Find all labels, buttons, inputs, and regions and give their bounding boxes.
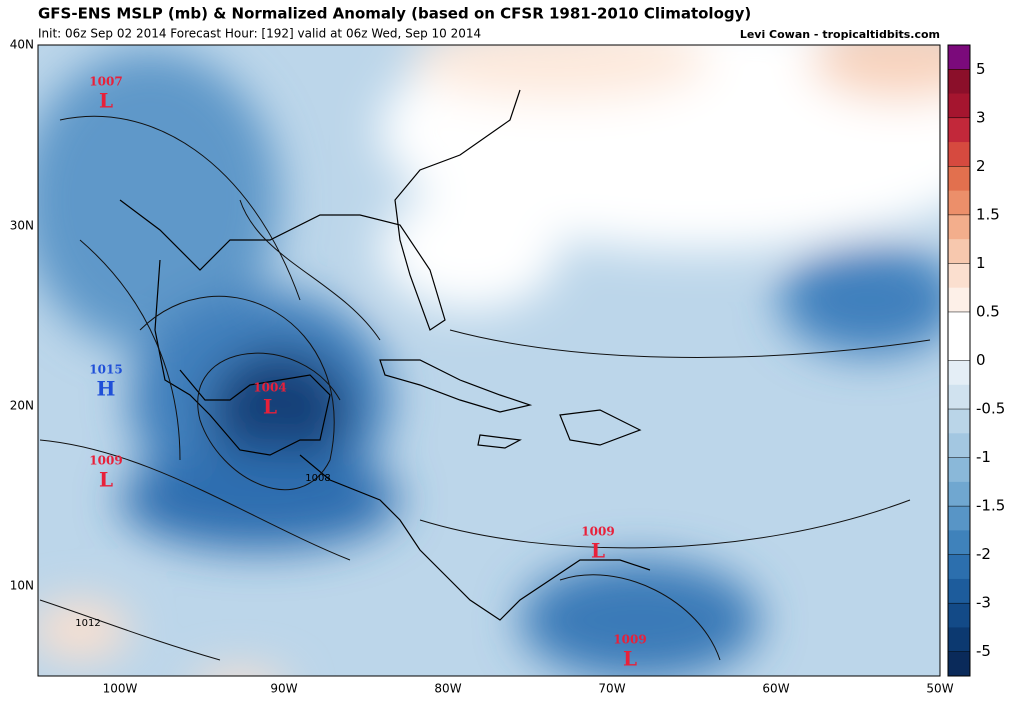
center-letter: L (623, 647, 637, 671)
colorbar-band (948, 481, 970, 507)
lat-label: 20N (10, 399, 34, 413)
colorbar-band (948, 214, 970, 240)
center-value: 1009 (89, 454, 122, 468)
center-value: 1015 (89, 363, 122, 377)
colorbar-band (948, 651, 970, 677)
colorbar-label: 0.5 (976, 302, 1000, 320)
center-letter: L (99, 468, 113, 492)
colorbar-band (948, 142, 970, 167)
contour-label: 1008 (305, 473, 330, 484)
lat-label: 40N (10, 38, 34, 52)
center-value: 1007 (89, 75, 122, 89)
colorbar-label: -0.5 (976, 400, 1005, 418)
colorbar-band (948, 554, 970, 580)
colorbar-label: -1.5 (976, 497, 1005, 515)
title: GFS-ENS MSLP (mb) & Normalized Anomaly (… (38, 5, 751, 23)
lat-label: 30N (10, 219, 34, 233)
colorbar-band (948, 409, 970, 434)
colorbar-label: 1 (976, 254, 986, 272)
colorbar-band (948, 578, 970, 604)
colorbar-band (948, 433, 970, 459)
colorbar-band (948, 311, 970, 337)
colorbar-band (948, 263, 970, 289)
colorbar-label: 1.5 (976, 205, 1000, 223)
colorbar-label: -3 (976, 594, 991, 612)
colorbar-band (948, 69, 970, 95)
colorbar-label: 2 (976, 157, 986, 175)
center-value: 1009 (613, 633, 646, 647)
center-letter: L (591, 539, 605, 563)
colorbar-band (948, 360, 970, 386)
center-value: 1004 (253, 381, 286, 395)
colorbar-band (948, 45, 970, 70)
colorbar-band (948, 384, 970, 410)
lon-label: 60W (762, 682, 789, 696)
colorbar-label: -2 (976, 545, 991, 563)
colorbar-band (948, 287, 970, 313)
center-letter: H (97, 377, 116, 401)
lon-label: 80W (434, 682, 461, 696)
colorbar-label: -1 (976, 448, 991, 466)
colorbar-label: -5 (976, 642, 991, 660)
colorbar-label: 0 (976, 351, 986, 369)
lon-label: 100W (103, 682, 138, 696)
colorbar-band (948, 457, 970, 483)
credit: Levi Cowan - tropicaltidbits.com (740, 28, 940, 41)
map-frame (37, 44, 941, 677)
colorbar-band (948, 530, 970, 556)
colorbar-band (948, 627, 970, 653)
lat-label: 10N (10, 579, 34, 593)
lon-label: 70W (598, 682, 625, 696)
colorbar-band (948, 190, 970, 216)
center-letter: L (99, 89, 113, 113)
colorbar-band (948, 239, 970, 264)
colorbar-band (948, 336, 970, 361)
contour-label: 1012 (75, 618, 100, 629)
colorbar-band (948, 506, 970, 531)
colorbar-label: 3 (976, 108, 986, 126)
colorbar-label: 5 (976, 60, 986, 78)
center-value: 1009 (581, 525, 614, 539)
center-letter: L (263, 395, 277, 419)
colorbar-band (948, 603, 970, 628)
lon-label: 50W (926, 682, 953, 696)
lon-label: 90W (270, 682, 297, 696)
subtitle: Init: 06z Sep 02 2014 Forecast Hour: [19… (38, 27, 481, 41)
colorbar-band (948, 93, 970, 119)
colorbar-band (948, 117, 970, 143)
map-field (38, 45, 940, 676)
colorbar-band (948, 166, 970, 192)
